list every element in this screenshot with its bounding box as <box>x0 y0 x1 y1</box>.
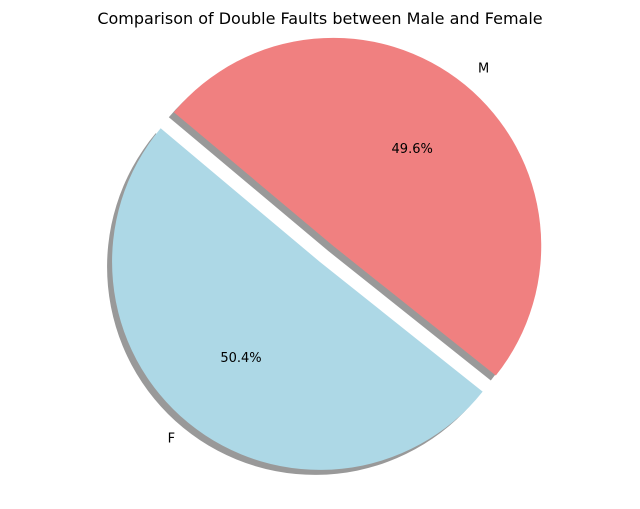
slice-m <box>173 37 542 376</box>
slices <box>112 37 542 470</box>
slice-label-f: F <box>168 432 175 447</box>
chart-title: Comparison of Double Faults between Male… <box>97 9 542 28</box>
slice-pct-m: 49.6% <box>392 142 433 157</box>
slice-f <box>112 128 483 470</box>
slice-labels: F 50.4% M 49.6% <box>168 61 490 446</box>
slice-label-m: M <box>478 61 489 76</box>
slice-pct-f: 50.4% <box>220 351 261 366</box>
